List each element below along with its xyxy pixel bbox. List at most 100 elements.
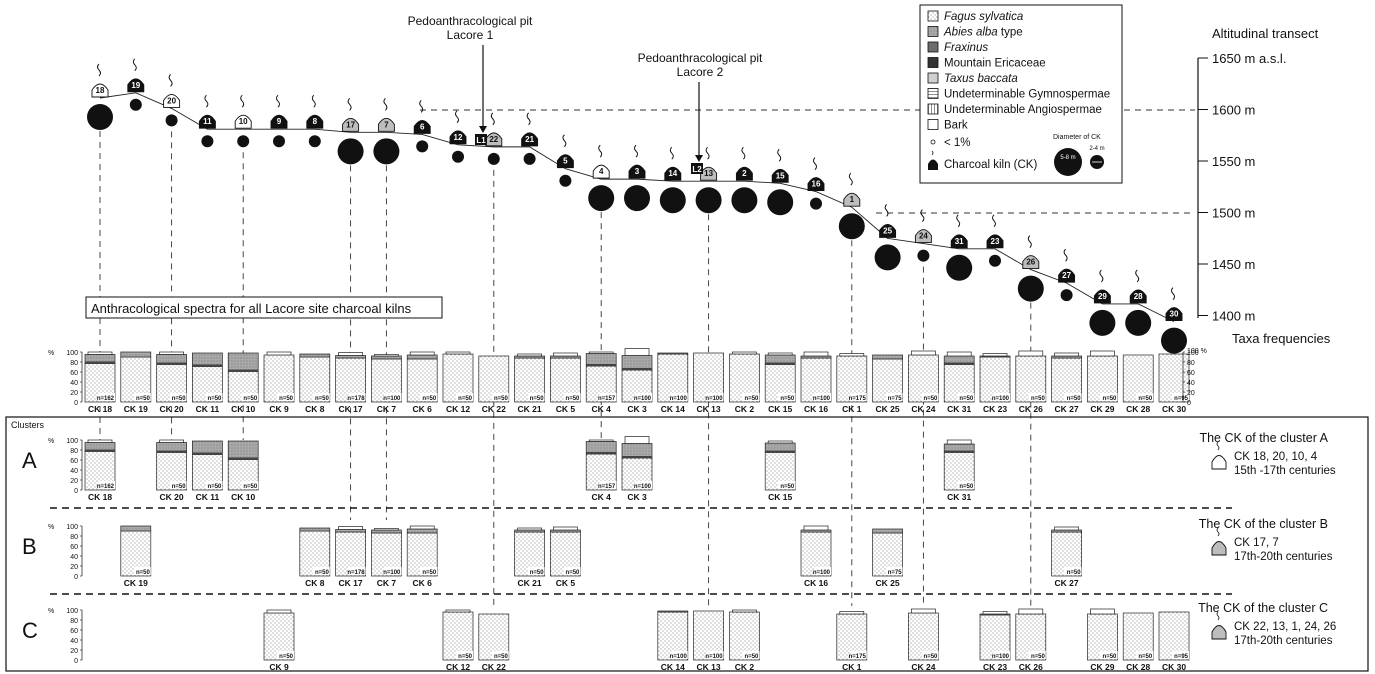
smoke-icon (240, 94, 245, 108)
charcoal-kiln: 30 (1161, 287, 1187, 354)
kiln-label: CK 7 (377, 404, 397, 414)
cluster-kiln-icon (1211, 625, 1227, 640)
n-label-bg (849, 393, 867, 401)
legend-item-fraxinus: Fraxinus (927, 41, 988, 54)
n-label-bg (778, 481, 796, 489)
n-label-bg (348, 567, 366, 575)
smoke-icon (931, 150, 934, 156)
n-label-bg (491, 393, 509, 401)
abies-segment (585, 441, 617, 454)
n-label-bg (1136, 651, 1154, 659)
legend-item-bark: Bark (927, 119, 968, 132)
spectra-title-box (85, 296, 443, 319)
smoke-icon (992, 214, 996, 228)
sample-size-label: n=50 (243, 396, 258, 402)
sample-size-label: n=50 (315, 570, 330, 576)
kiln-label: CK 8 (305, 578, 325, 588)
axis-tick-label: 20 (70, 564, 78, 571)
sample-size-label: n=75 (888, 570, 903, 576)
axis-tick-label: 80 (70, 448, 78, 455)
sample-size-label: n=50 (208, 396, 223, 402)
kiln-dome-icon (735, 166, 753, 181)
bark-segment (159, 439, 184, 443)
smoke-icon (419, 100, 424, 113)
spectrum-bar: n=50 CK 8 (299, 527, 331, 588)
n-label-bg (742, 393, 760, 401)
n-label-bg (205, 393, 223, 401)
kiln-dome-icon (270, 114, 288, 129)
spectrum-bar: n=50 CK 8 (299, 353, 331, 414)
charcoal-kiln: 15 (767, 148, 794, 216)
legend-item-abies: Abies alba type (927, 26, 1023, 39)
spectrum-bar: n=50 CK 2 (729, 609, 760, 672)
n-label-bg (420, 393, 438, 401)
kiln-label: CK 6 (413, 578, 433, 588)
charcoal-kiln: 17 (337, 97, 364, 165)
spectrum-bar: n=50 CK 19 (120, 525, 152, 588)
spectrum-bar: n=100 CK 3 (621, 436, 653, 502)
smoke-icon (1216, 611, 1220, 621)
bark-segment (1054, 352, 1079, 357)
bark-segment (409, 351, 435, 356)
sample-size-label: n=50 (279, 396, 294, 402)
spectrum-bar: n=50 CK 31 (943, 351, 975, 414)
kiln-label: CK 22 (482, 662, 506, 672)
kiln-number: 12 (454, 133, 463, 142)
axis-tick-label: 60 (70, 458, 78, 465)
kiln-diameter-circle (452, 150, 464, 163)
sample-size-label: n=50 (172, 396, 187, 402)
n-label-bg (384, 393, 402, 401)
sample-size-label: n=162 (97, 396, 115, 402)
kiln-diameter-circle (810, 197, 822, 210)
kiln-number: 2 (742, 169, 747, 178)
fraxinus-segment (228, 457, 259, 460)
spectrum-bar: n=50 CK 6 (406, 351, 438, 414)
kiln-label: CK 13 (697, 404, 721, 414)
abies-segment (120, 351, 152, 358)
bark-segment (767, 352, 793, 356)
percent-axis: 100 80 60 40 20 0% (48, 350, 83, 407)
diameter-title: Diameter of CK (1053, 134, 1101, 141)
n-label-bg (133, 567, 151, 575)
kiln-diameter-circle (1125, 309, 1152, 336)
kiln-label: CK 15 (768, 492, 792, 502)
large-diameter-icon (1054, 148, 1082, 176)
smoke-icon (705, 146, 710, 160)
kiln-dome-icon (234, 114, 252, 129)
legend-label: Undeterminable Gymnospermae (944, 89, 1110, 101)
kiln-number: 25 (883, 226, 892, 235)
spectrum-bar: n=100 CK 3 (621, 348, 653, 414)
sample-size-label: n=100 (705, 654, 723, 660)
kiln-label: CK 14 (661, 404, 685, 414)
smoke-icon (1063, 248, 1068, 262)
spectrum-bar: n=178 CK 17 (335, 352, 366, 414)
legend-swatch (927, 57, 939, 68)
spectrum-bar: n=100 CK 13 (693, 352, 724, 414)
lt1-symbol-icon (930, 139, 936, 145)
axis-tick-label: 0 (74, 400, 78, 407)
sample-size-label: n=50 (315, 396, 330, 402)
kiln-diameter-circle (559, 174, 572, 187)
n-label-bg (885, 567, 903, 575)
pit-marker (475, 134, 487, 145)
smoke-icon (741, 146, 746, 160)
charcoal-kiln: 31 (946, 214, 973, 281)
fraxinus-segment (85, 361, 115, 364)
kiln-number: 6 (420, 122, 425, 131)
spectrum-bar: n=100 CK 23 (979, 611, 1011, 672)
spectrum-bar: n=50 CK 27 (1051, 352, 1082, 414)
smoke-icon (813, 157, 817, 170)
legend-item-fagus: Fagus sylvatica (927, 10, 1023, 23)
fraxinus-segment (765, 450, 796, 453)
n-label-bg (1100, 393, 1118, 401)
spectra-all-kilns: Anthracological spectra for all Lacore s… (48, 296, 1207, 414)
kiln-dome-icon (556, 154, 574, 169)
smoke-icon (598, 144, 603, 158)
fraxinus-segment (156, 450, 187, 453)
kiln-label: CK 11 (196, 492, 220, 502)
kiln-dome-icon (1022, 255, 1040, 270)
kiln-legend-icon (928, 159, 938, 170)
n-label-bg (814, 393, 831, 401)
axis-tick-label: 0 (1187, 400, 1191, 407)
